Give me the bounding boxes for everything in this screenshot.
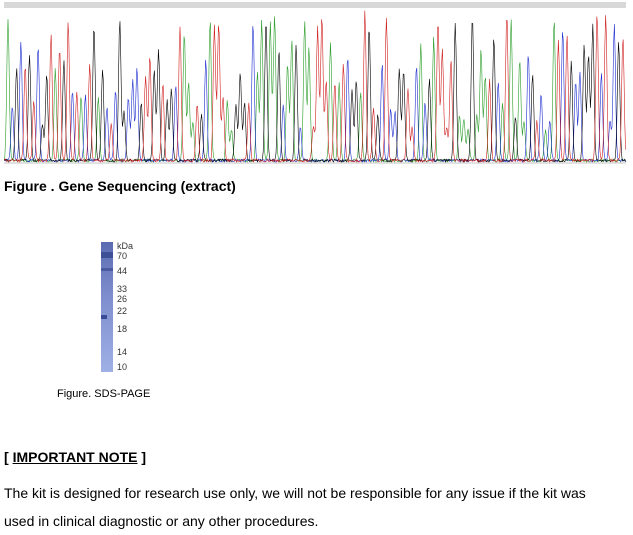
trace xyxy=(4,24,626,163)
marker-label: 10 xyxy=(117,362,127,372)
note-heading: [ IMPORTANT NOTE ] xyxy=(4,449,146,465)
gel-lane xyxy=(101,242,113,372)
marker-label: 14 xyxy=(117,347,127,357)
gel-caption: Figure. SDS-PAGE xyxy=(57,388,151,400)
chromatogram xyxy=(4,2,626,164)
marker-label: 18 xyxy=(117,324,127,334)
marker-label: 22 xyxy=(117,306,127,316)
sequencing-caption: Figure . Gene Sequencing (extract) xyxy=(4,178,236,194)
gel-band xyxy=(101,252,113,258)
trace xyxy=(4,21,626,164)
note-title: IMPORTANT NOTE xyxy=(12,449,138,465)
marker-label: 70 xyxy=(117,251,127,261)
marker-label: 33 xyxy=(117,284,127,294)
marker-label: 44 xyxy=(117,266,127,276)
trace xyxy=(4,10,626,164)
trace xyxy=(4,16,626,164)
marker-label: 26 xyxy=(117,294,127,304)
gel-unit: kDa xyxy=(117,241,133,251)
sequence-strip xyxy=(4,2,626,8)
bracket: ] xyxy=(141,449,147,465)
gel-band xyxy=(101,315,107,319)
gel-band xyxy=(101,268,113,271)
bracket: [ xyxy=(4,449,9,465)
note-text: The kit is designed for research use onl… xyxy=(4,485,586,529)
